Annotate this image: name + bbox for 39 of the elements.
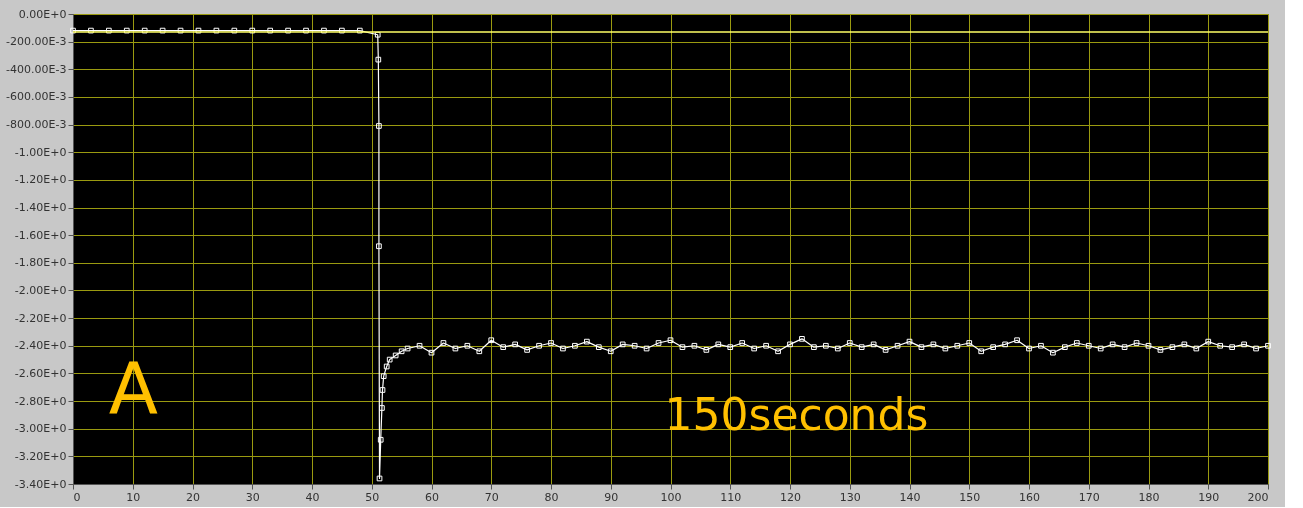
y-tick-label: -200.00E-3	[6, 35, 67, 49]
y-tick-label: -400.00E-3	[6, 62, 67, 76]
y-tick-label: -800.00E-3	[6, 118, 67, 132]
x-tick-label: 30	[245, 490, 260, 504]
x-tick-label: 70	[484, 490, 499, 504]
y-tick-label: -1.20E+0	[14, 173, 67, 187]
y-tick-label: 0.00E+0	[18, 7, 67, 21]
x-tick-label: 180	[1138, 490, 1160, 504]
x-tick-label: 10	[126, 490, 141, 504]
y-tick-label: -1.80E+0	[14, 256, 67, 270]
x-tick-label: 80	[544, 490, 559, 504]
x-tick-label: 50	[365, 490, 380, 504]
y-tick-label: -1.40E+0	[14, 201, 67, 215]
x-tick-label: 40	[305, 490, 320, 504]
y-tick-label: -1.00E+0	[14, 145, 67, 159]
x-tick-label: 130	[839, 490, 861, 504]
x-tick-label: 200	[1247, 490, 1269, 504]
x-tick-label: 60	[425, 490, 439, 504]
x-tick-label: 160	[1019, 490, 1040, 504]
x-tick-label: 140	[899, 490, 921, 504]
y-tick-label: -2.20E+0	[14, 311, 67, 325]
x-tick-label: 100	[660, 490, 682, 504]
y-tick-label: -3.00E+0	[14, 422, 67, 436]
y-tick-label: -2.60E+0	[14, 366, 67, 380]
x-tick-label: 0	[73, 490, 81, 504]
y-tick-label: -3.20E+0	[14, 449, 67, 463]
x-tick-label: 190	[1198, 490, 1220, 504]
y-tick-label: -2.40E+0	[14, 339, 67, 353]
y-tick-label: -3.40E+0	[14, 477, 67, 491]
x-tick-label: 90	[604, 490, 619, 504]
y-tick-label: -2.00E+0	[14, 283, 67, 297]
x-tick-label: 170	[1078, 490, 1100, 504]
y-tick-label: -600.00E-3	[6, 90, 67, 104]
x-tick-label: 120	[780, 490, 801, 504]
x-tick-label: 150	[959, 490, 981, 504]
y-tick-label: -1.60E+0	[14, 228, 67, 242]
x-tick-label: 110	[720, 490, 742, 504]
y-tick-label: -2.80E+0	[14, 394, 67, 408]
x-tick-label: 20	[186, 490, 200, 504]
